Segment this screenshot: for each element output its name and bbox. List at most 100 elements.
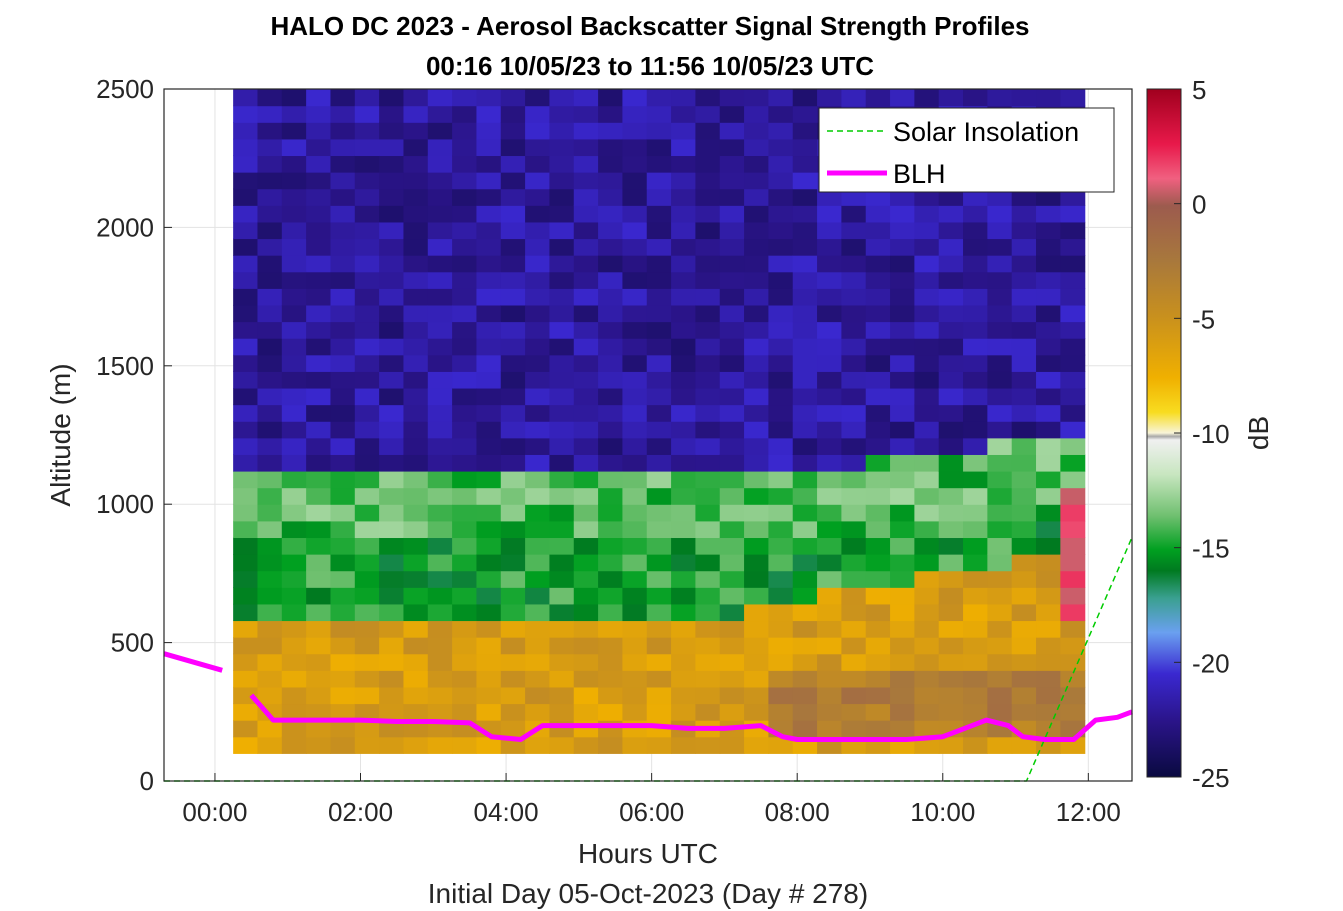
heatmap-cell [987, 554, 1013, 572]
heatmap-cell [622, 637, 648, 655]
heatmap-cell [1011, 421, 1037, 439]
heatmap-cell [233, 188, 259, 206]
heatmap-cell [573, 437, 599, 455]
heatmap-cell [744, 437, 770, 455]
heatmap-cell [525, 437, 551, 455]
heatmap-cell [427, 587, 453, 605]
heatmap-cell [695, 703, 721, 721]
heatmap-cell [330, 487, 356, 505]
heatmap-cell [525, 304, 551, 323]
heatmap-cell [768, 188, 794, 206]
heatmap-cell [257, 321, 283, 339]
heatmap-cell [768, 238, 794, 256]
heatmap-cell [598, 554, 624, 572]
heatmap-cell [792, 387, 818, 406]
heatmap-cell [573, 670, 599, 688]
heatmap-cell [719, 637, 745, 655]
heatmap-cell [768, 537, 794, 555]
heatmap-cell [792, 321, 818, 339]
heatmap-cell [841, 421, 867, 439]
heatmap-cell [671, 686, 697, 705]
heatmap-cell [573, 288, 599, 306]
heatmap-cell [354, 404, 380, 422]
heatmap-cell [768, 288, 794, 306]
heatmap-cell [306, 371, 332, 389]
heatmap-cell [1060, 387, 1086, 406]
heatmap-cell [963, 570, 988, 588]
heatmap-cell [914, 653, 940, 671]
heatmap-cell [354, 437, 380, 455]
heatmap-cell [525, 205, 551, 223]
heatmap-cell [792, 105, 818, 123]
heatmap-cell [963, 554, 988, 572]
heatmap-cell [427, 520, 453, 539]
heatmap-cell [865, 653, 891, 671]
heatmap-cell [792, 686, 818, 705]
heatmap-cell [525, 122, 551, 140]
heatmap-cell [890, 620, 915, 638]
heatmap-cell [598, 653, 624, 671]
heatmap-cell [1060, 587, 1086, 605]
heatmap-cell [330, 122, 356, 140]
heatmap-cell [963, 387, 988, 406]
heatmap-cell [598, 89, 624, 107]
heatmap-cell [817, 321, 842, 339]
heatmap-cell [1011, 371, 1037, 389]
heatmap-cell [646, 520, 672, 539]
heatmap-cell [1060, 470, 1086, 489]
heatmap-cell [476, 554, 502, 572]
heatmap-cell [792, 437, 818, 455]
heatmap-cell [938, 653, 964, 671]
heatmap-cell [306, 288, 332, 306]
colorbar-tick-label: -20 [1192, 648, 1230, 678]
heatmap-cell [768, 155, 794, 173]
heatmap-cell [330, 554, 356, 572]
heatmap-cell [646, 421, 672, 439]
heatmap-cell [1036, 338, 1061, 356]
heatmap-cell [1060, 454, 1086, 472]
heatmap-cell [452, 670, 478, 688]
heatmap-cell [890, 670, 915, 688]
heatmap-cell [500, 338, 526, 356]
heatmap-cell [938, 354, 964, 372]
heatmap-cell [646, 238, 672, 256]
heatmap-cell [427, 371, 453, 389]
heatmap-cell [476, 321, 502, 339]
heatmap-cell [646, 255, 672, 273]
heatmap-cell [622, 421, 648, 439]
heatmap-cell [914, 487, 940, 505]
heatmap-cell [500, 188, 526, 206]
heatmap-cell [1036, 221, 1061, 240]
heatmap-cell [938, 603, 964, 622]
heatmap-cell [719, 338, 745, 356]
heatmap-cell [646, 188, 672, 206]
heatmap-cell [379, 421, 405, 439]
heatmap-cell [354, 720, 380, 738]
heatmap-cell [233, 89, 259, 107]
heatmap-cell [573, 354, 599, 372]
heatmap-cell [330, 437, 356, 455]
heatmap-cell [573, 487, 599, 505]
y-axis-ticks: 0 500 1000 1500 2000 2500 [96, 74, 172, 796]
heatmap-cell [452, 155, 478, 173]
heatmap-cell [452, 520, 478, 539]
heatmap-cell [354, 554, 380, 572]
heatmap-cell [525, 637, 551, 655]
heatmap-cell [330, 520, 356, 539]
colorbar-tick-label: -10 [1192, 419, 1230, 449]
heatmap-cell [233, 221, 259, 240]
heatmap-cell [938, 338, 964, 356]
heatmap-cell [330, 387, 356, 406]
heatmap-cell [768, 89, 794, 107]
heatmap-cell [452, 138, 478, 157]
heatmap-cell [890, 554, 915, 572]
heatmap-cell [817, 520, 842, 539]
heatmap-cell [525, 371, 551, 389]
heatmap-cell [354, 637, 380, 655]
heatmap-cell [427, 670, 453, 688]
heatmap-cell [500, 221, 526, 240]
heatmap-cell [354, 221, 380, 240]
heatmap-cell [452, 487, 478, 505]
heatmap-cell [695, 105, 721, 123]
heatmap-cell [598, 387, 624, 406]
